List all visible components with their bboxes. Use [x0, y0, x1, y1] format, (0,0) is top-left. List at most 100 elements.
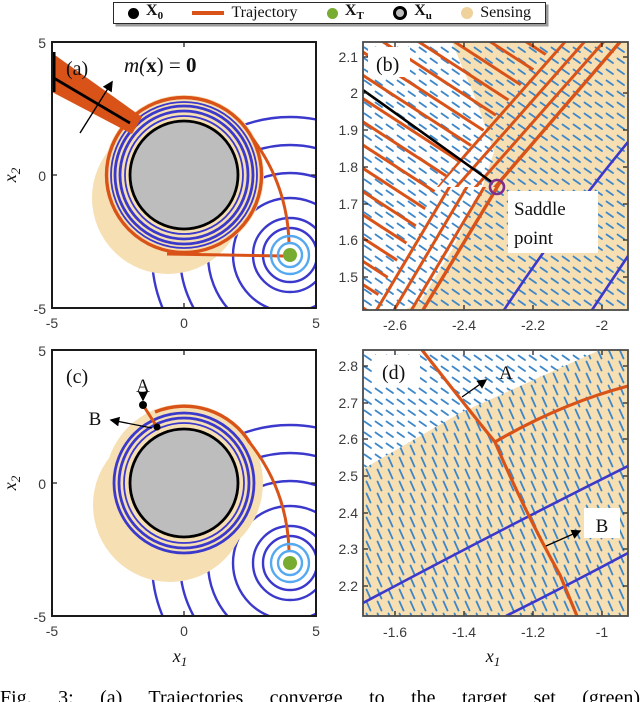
sensing-marker-icon — [461, 7, 474, 19]
obstacle-contours-c — [112, 411, 256, 555]
panel-a: m(x) = 0 (a) -5 0 5 5 0 -5 x2 — [0, 35, 320, 331]
label-b-box-d — [584, 508, 620, 538]
legend-label-xu: Xu — [414, 2, 432, 23]
level-set-annotation: m(x) = 0 — [124, 53, 197, 77]
trajectory-arc-c — [154, 404, 252, 444]
panel-c-border — [51, 349, 317, 617]
panel-d-xlabel: x1 — [485, 646, 501, 669]
tick-label: 2.4 — [339, 505, 359, 521]
trajectory-segment-ab — [141, 404, 159, 428]
tick-label: 0 — [38, 476, 46, 492]
tick-label: -5 — [34, 609, 47, 625]
point-b-arrow — [109, 416, 153, 429]
trajectory-horizontal-a — [166, 252, 285, 258]
tick-label: 1.9 — [339, 122, 359, 138]
tick-label: 5 — [312, 315, 320, 331]
point-a-marker — [139, 401, 147, 409]
panel-b: Saddle point (b) -2.6 -2.4 -2.2 -2 2.1 2… — [339, 41, 629, 333]
trajectory-fan-shallow-b — [363, 42, 556, 310]
tick-label: -5 — [46, 315, 59, 331]
tick-label: 0 — [38, 168, 46, 184]
tick-label: 1.8 — [339, 159, 359, 175]
panel-c-label: (c) — [66, 366, 88, 388]
legend-item-x0: X0 — [128, 3, 163, 22]
panel-d-border — [362, 349, 629, 617]
initial-set-marker-a — [52, 52, 56, 92]
panel-d-content — [363, 350, 628, 616]
panel-c-content — [93, 391, 316, 616]
tick-label: -2.2 — [521, 317, 545, 333]
saddle-label-line2: point — [514, 228, 554, 249]
nominal-trajectory-b — [363, 88, 494, 185]
panel-a-ylabel: x2 — [0, 167, 23, 183]
tick-label: -1.2 — [521, 624, 545, 640]
trajectory-fan-lower-b — [370, 187, 497, 310]
tick-label: -5 — [46, 623, 59, 639]
tick-label: -5 — [34, 301, 47, 317]
label-a-d: A — [499, 363, 513, 384]
tick-label: -2 — [596, 317, 609, 333]
trajectory-descent-c — [248, 442, 291, 551]
panel-a-label: (a) — [66, 58, 88, 80]
trajectory-b-d — [420, 350, 579, 616]
legend-item-xu: Xu — [393, 3, 432, 22]
x0-marker-icon — [128, 7, 139, 19]
trajectory-descent-a — [251, 138, 291, 243]
panel-a-border — [51, 41, 317, 309]
label-b-d: B — [596, 516, 609, 537]
panel-b-border — [362, 41, 629, 311]
tick-label: 2.1 — [339, 49, 359, 65]
level-set-line-a — [52, 75, 131, 125]
panel-c-xlabel: x1 — [172, 646, 188, 669]
trajectory-band-a — [52, 53, 142, 134]
saddle-point-marker — [488, 178, 506, 196]
annotation-arrow-a — [79, 80, 113, 134]
tick-label: -2.6 — [383, 317, 407, 333]
tick-label: 0 — [180, 623, 188, 639]
tick-label: 2.3 — [339, 541, 359, 557]
trajectory-line-icon — [192, 11, 225, 15]
target-point-c — [283, 556, 297, 570]
panel-b-ticks — [363, 42, 628, 310]
point-a-label: A — [136, 376, 150, 397]
panel-d-label: (d) — [382, 362, 405, 384]
label-b-arrow-d — [545, 529, 582, 547]
target-inner-rings-a — [269, 234, 311, 276]
xt-marker-icon — [326, 7, 338, 19]
panel-b-label-box — [368, 47, 410, 77]
tick-label: 5 — [312, 623, 320, 639]
panel-d: A B (d) -1.6 -1.4 -1.2 -1 2.8 2.7 2.6 2.… — [339, 349, 629, 669]
tick-label: 1.7 — [339, 196, 359, 212]
tick-label: 2.8 — [339, 358, 359, 374]
contour-arc-b-2 — [590, 255, 628, 310]
trajectory-fan-upper-b — [437, 42, 620, 187]
tick-label: -1 — [596, 624, 609, 640]
contour-arc-d-1 — [363, 464, 628, 605]
legend-label-x0: X0 — [146, 2, 164, 23]
panel-d-ticks — [363, 350, 628, 616]
legend-label-sensing: Sensing — [480, 4, 531, 21]
tick-label: 2.2 — [339, 578, 359, 594]
trajectory-a-branch-d — [494, 384, 628, 444]
label-a-arrow-d — [461, 379, 488, 398]
tick-label: 2 — [350, 85, 358, 101]
tick-label: 1.6 — [339, 232, 359, 248]
tick-label: -1.6 — [383, 624, 407, 640]
tick-label: 0 — [180, 315, 188, 331]
panel-b-label: (b) — [376, 54, 399, 76]
tick-label: 2.6 — [339, 431, 359, 447]
quiver-field-d-free — [363, 350, 600, 469]
panel-c-ylabel: x2 — [0, 475, 23, 491]
obstacle-contours-a — [110, 101, 258, 249]
tick-label: 5 — [38, 343, 46, 359]
legend-label-xt: XT — [344, 2, 364, 23]
panel-b-content — [363, 42, 628, 310]
tick-label: 1.5 — [339, 269, 359, 285]
contour-arc-d-2 — [505, 551, 628, 616]
figure-caption: Fig. 3: (a) Trajectories converge to the… — [0, 687, 640, 702]
trajectory-ring-a — [104, 95, 264, 255]
tick-label: -2.4 — [452, 317, 476, 333]
saddle-label-box — [508, 191, 598, 253]
saddle-label-line1: Saddle — [514, 199, 566, 220]
